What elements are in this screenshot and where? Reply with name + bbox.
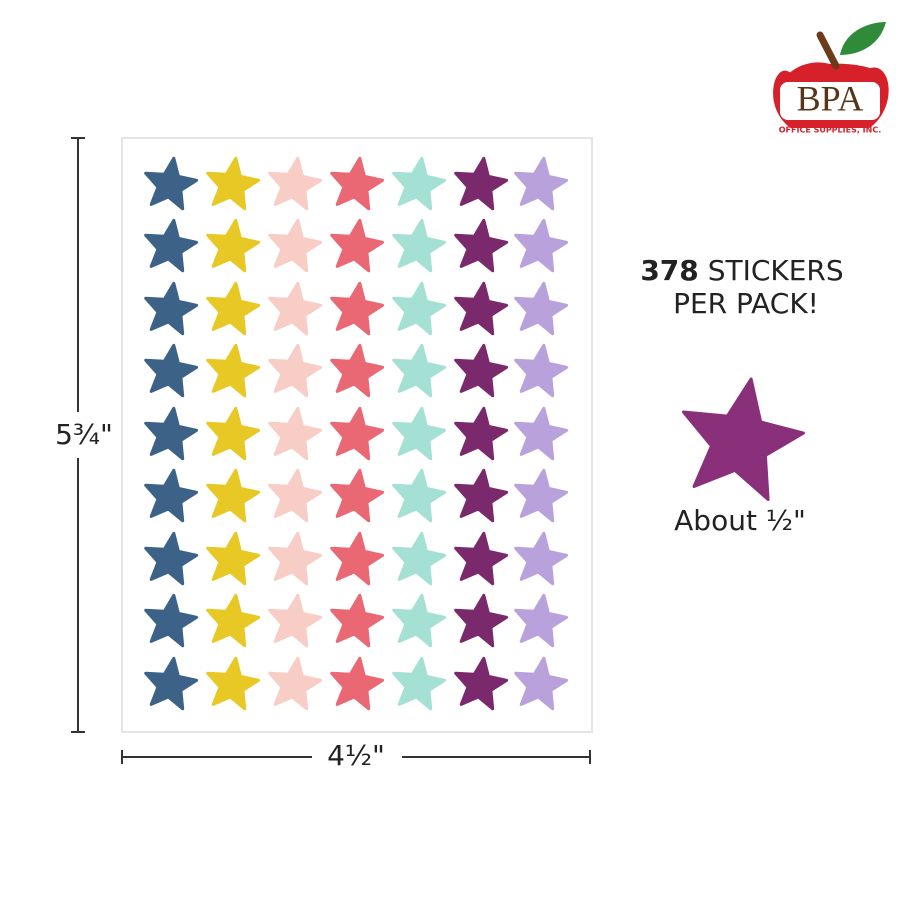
star-sticker [514, 593, 569, 648]
star-sticker [514, 468, 569, 523]
star-sticker [206, 593, 261, 648]
star-sticker [454, 656, 509, 711]
star-sticker [454, 593, 509, 648]
width-label: 4½" [327, 739, 385, 772]
logo: BPA OFFICE SUPPLIES, INC. [769, 22, 893, 135]
star-sticker [144, 656, 199, 711]
size-label: About ½" [674, 504, 806, 537]
star-sticker [330, 218, 385, 273]
star-sticker [268, 531, 323, 586]
star-sticker [330, 531, 385, 586]
star-sticker [144, 281, 199, 336]
star-sticker [206, 468, 261, 523]
star-sticker [268, 281, 323, 336]
star-sticker [514, 531, 569, 586]
star-sticker [330, 593, 385, 648]
star-sticker [514, 406, 569, 461]
sample-sticker [682, 377, 805, 501]
star-sticker [392, 343, 447, 398]
star-sticker [268, 593, 323, 648]
star-sticker [392, 531, 447, 586]
star-sticker [682, 377, 805, 501]
star-sticker [392, 156, 447, 211]
star-sticker [144, 218, 199, 273]
logo-leaf [840, 22, 886, 55]
star-sticker [206, 406, 261, 461]
star-sticker [206, 656, 261, 711]
star-sticker [454, 156, 509, 211]
star-sticker [514, 156, 569, 211]
sticker-count: 378 [640, 254, 698, 287]
logo-tagline: OFFICE SUPPLIES, INC. [779, 126, 882, 135]
star-sticker [268, 656, 323, 711]
star-sticker [206, 156, 261, 211]
star-sticker [206, 343, 261, 398]
star-sticker [206, 281, 261, 336]
star-sticker [454, 281, 509, 336]
star-sticker [454, 218, 509, 273]
star-sticker [454, 343, 509, 398]
star-sticker [514, 218, 569, 273]
star-sticker [268, 468, 323, 523]
star-sticker [144, 406, 199, 461]
label-bg [312, 736, 402, 778]
star-sticker [392, 281, 447, 336]
star-sticker [144, 468, 199, 523]
star-sticker [454, 468, 509, 523]
star-sticker [392, 218, 447, 273]
callout-line-2: PER PACK! [673, 287, 819, 320]
height-label: 5¾" [55, 418, 113, 451]
star-sticker [206, 218, 261, 273]
star-sticker [144, 593, 199, 648]
label-bg [50, 412, 116, 458]
star-sticker [454, 406, 509, 461]
star-sticker [330, 343, 385, 398]
star-sticker [330, 656, 385, 711]
star-sticker [206, 531, 261, 586]
logo-name: BPA [797, 78, 864, 118]
star-sticker [392, 468, 447, 523]
star-sticker [268, 406, 323, 461]
star-sticker [514, 343, 569, 398]
star-sticker [330, 468, 385, 523]
star-sticker [392, 593, 447, 648]
star-sticker [330, 281, 385, 336]
star-sticker [514, 281, 569, 336]
logo-stem [816, 31, 840, 70]
callout-word: STICKERS [708, 254, 844, 287]
star-sticker [392, 406, 447, 461]
star-sticker [330, 156, 385, 211]
callout-line-1: 378 STICKERS [640, 254, 843, 287]
star-sticker [144, 156, 199, 211]
star-sticker [268, 343, 323, 398]
star-sticker [144, 531, 199, 586]
sticker-grid [144, 156, 569, 711]
logo-plate [780, 82, 880, 120]
star-sticker [514, 656, 569, 711]
star-sticker [454, 531, 509, 586]
star-sticker [144, 343, 199, 398]
star-sticker [330, 406, 385, 461]
star-sticker [392, 656, 447, 711]
star-sticker [268, 156, 323, 211]
star-sticker [268, 218, 323, 273]
